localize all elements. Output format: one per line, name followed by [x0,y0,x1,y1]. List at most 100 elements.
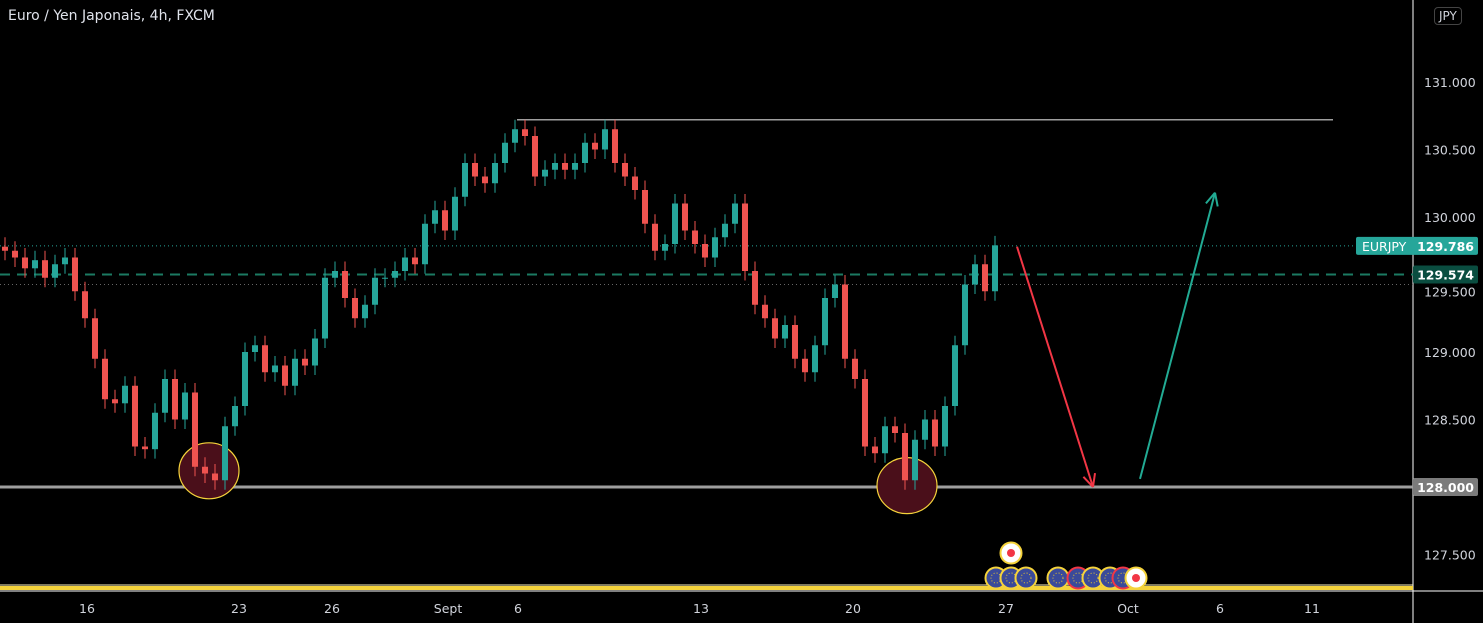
candle [602,119,608,159]
candle [982,254,988,301]
candle [332,261,338,288]
candle [482,167,488,193]
candle-body [992,245,998,292]
candle [582,133,588,173]
y-tick-label: 129.500 [1424,285,1476,300]
candle-body [592,142,598,150]
y-tick-label: 128.500 [1424,413,1476,428]
candle-body [272,365,278,373]
candle [652,214,658,261]
candle-body [842,284,848,359]
arrow-head [1214,192,1219,207]
japan-flag-icon [999,541,1023,565]
x-tick-label: 26 [324,601,340,616]
candle-body [222,426,228,481]
candle [182,383,188,429]
candle-body [652,223,658,251]
chart-title: Euro / Yen Japonais, 4h, FXCM [8,8,215,24]
currency-button[interactable]: JPY [1434,7,1462,25]
candle [592,133,598,159]
candle [832,275,838,308]
x-tick-label: 6 [514,601,522,616]
x-tick-label: 20 [845,601,861,616]
candle-body [482,176,488,184]
candle [922,410,928,450]
candle [372,268,378,315]
candle [412,248,418,274]
candle-body [702,244,708,258]
x-tick-label: 13 [693,601,709,616]
candle-body [802,358,808,373]
dashed-level-label-text: 129.574 [1417,268,1474,283]
candle-body [772,318,778,339]
candle [492,153,498,193]
candle-body [762,304,768,319]
candle-body [942,406,948,447]
candle [702,234,708,267]
candle-body [72,257,78,292]
candle [442,200,448,240]
candle [92,308,98,369]
candle-body [312,338,318,366]
candle [752,261,758,315]
candle-body [662,244,668,251]
candle [422,214,428,274]
eu-stars [1087,572,1099,584]
dashed-level-label-bg [1413,265,1478,284]
support-label-text: 128.000 [1417,480,1474,495]
candle-body [362,304,368,319]
candle-body [372,277,378,305]
candle-body [352,298,358,319]
candle [122,376,128,413]
candle-body [422,223,428,265]
candle [822,288,828,355]
candle [2,237,8,261]
candle [202,457,208,483]
candle [952,335,958,416]
candle-body [712,237,718,258]
candle [62,248,68,274]
candle-body [302,358,308,366]
candle [262,335,268,382]
candle [992,235,998,301]
candle [962,275,968,355]
candle [712,227,718,267]
candle [912,430,918,490]
candle [342,261,348,308]
candle-body [502,142,508,163]
candle-body [932,419,938,447]
candle-body [792,325,798,359]
candle-body [462,163,468,197]
candle [292,349,298,396]
candle [552,153,558,180]
candle [772,308,778,348]
candle-body [862,379,868,447]
x-tick-label: 27 [998,601,1014,616]
candle-body [122,385,128,404]
candle-body [562,163,568,170]
y-tick-label: 127.500 [1424,548,1476,563]
candle [542,160,548,186]
candle-body [552,163,558,170]
arrow-line [1016,246,1094,488]
eu-flag-icon [1014,566,1038,590]
candle [102,349,108,409]
candle-body [452,196,458,231]
candle [212,464,218,490]
x-tick-label: 6 [1216,601,1224,616]
candle-body [982,264,988,292]
candle-body [432,210,438,224]
arrow-head [1082,476,1094,488]
candle [52,254,58,288]
y-tick-label: 129.000 [1424,345,1476,360]
candle [12,241,18,267]
candle-body [972,264,978,285]
candle-body [902,433,908,481]
highlight-circle [178,442,240,500]
support-label: 128.000 [1413,478,1478,496]
candle-body [132,385,138,447]
candle-body [2,246,8,251]
candle-body [102,358,108,400]
candle [322,268,328,348]
